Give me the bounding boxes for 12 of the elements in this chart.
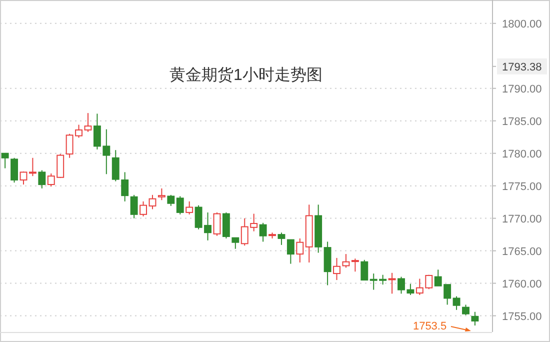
y-tick-label: 1785.00	[502, 116, 542, 128]
y-tick-label: 1793.38	[502, 61, 542, 74]
y-tick-label: 1775.00	[502, 180, 542, 193]
y-tick-label: 1780.00	[502, 148, 542, 160]
y-tick-label: 1770.00	[502, 213, 542, 226]
text: 黄金期货1小时走势图	[170, 66, 322, 84]
y-tick-label: 1760.00	[502, 278, 542, 290]
y-tick-label: 1790.00	[502, 83, 542, 96]
y-tick-label: 1755.00	[502, 310, 542, 323]
y-tick-label: 1800.00	[502, 18, 542, 30]
annotation: 1753.5	[412, 320, 447, 333]
y-tick-label: 1765.00	[502, 246, 542, 258]
